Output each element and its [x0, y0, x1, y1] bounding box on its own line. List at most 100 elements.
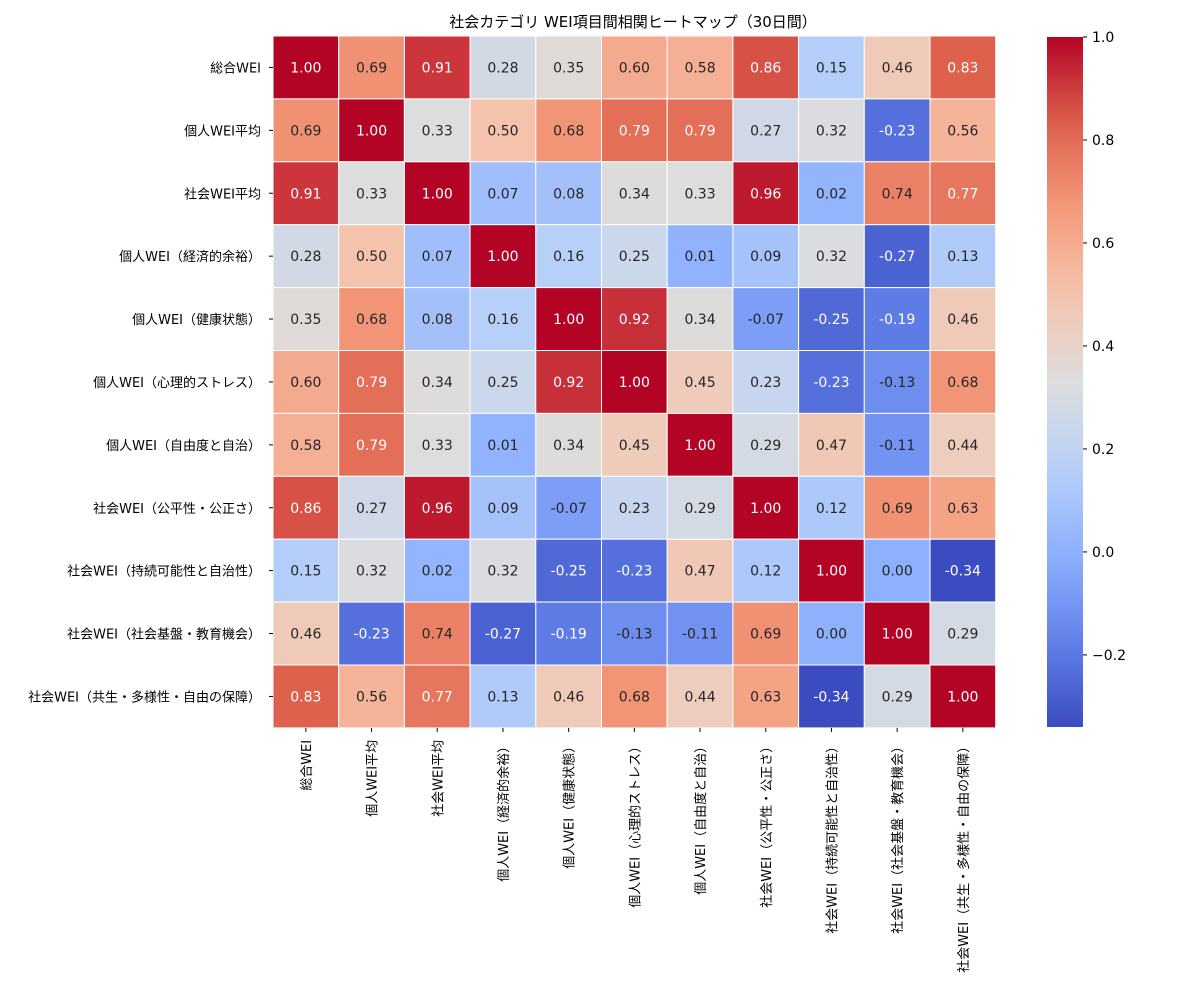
heatmap-cell: [863, 224, 931, 289]
heatmap-cell: [403, 224, 471, 289]
heatmap-cell: [403, 98, 471, 163]
heatmap-value-label: 0.32: [487, 564, 518, 580]
heatmap-value-label: 0.13: [487, 689, 518, 705]
heatmap-cell: [929, 664, 997, 729]
heatmap-value-label: 0.01: [487, 438, 518, 454]
heatmap-cell: [338, 35, 405, 100]
heatmap-cell: [929, 161, 997, 226]
colorbar-tick-label: 0.0: [1092, 545, 1114, 561]
heatmap-value-label: -0.07: [551, 501, 587, 517]
heatmap-value-label: -0.34: [813, 689, 849, 705]
y-tick-label: 社会WEI（社会基盤・教育機会）: [67, 627, 261, 643]
x-tick-label: 社会WEI（社会基盤・教育機会）: [890, 740, 906, 934]
heatmap-cell: [666, 287, 734, 352]
y-tick-label: 社会WEI（公平性・公正さ）: [93, 501, 261, 517]
heatmap-cell: [403, 412, 471, 477]
heatmap-cell: [535, 224, 602, 289]
heatmap-value-label: 0.68: [619, 689, 650, 705]
heatmap-cell: [403, 601, 471, 666]
heatmap-value-label: 0.68: [356, 312, 387, 328]
heatmap-cell: [272, 287, 340, 352]
heatmap-cell: [798, 224, 865, 289]
heatmap-cell: [798, 601, 865, 666]
heatmap-value-label: 0.13: [947, 249, 978, 265]
heatmap-cell: [601, 98, 668, 163]
heatmap-cell: [469, 224, 537, 289]
heatmap-value-label: 0.86: [750, 60, 781, 76]
heatmap-value-label: 0.91: [290, 186, 321, 202]
heatmap-value-label: 0.09: [487, 501, 518, 517]
heatmap-value-label: 0.46: [882, 60, 913, 76]
heatmap-cell: [403, 35, 471, 100]
heatmap-value-label: 0.28: [487, 60, 518, 76]
heatmap-cell: [601, 538, 668, 603]
heatmap-value-label: 0.33: [422, 123, 453, 139]
heatmap-value-label: 0.56: [947, 123, 978, 139]
heatmap-value-label: -0.23: [813, 375, 849, 391]
heatmap-cell: [601, 161, 668, 226]
heatmap-value-label: 0.44: [947, 438, 978, 454]
heatmap-value-label: 0.69: [290, 123, 321, 139]
heatmap-value-label: 0.63: [750, 689, 781, 705]
heatmap-value-label: 0.77: [422, 689, 453, 705]
colorbar-ticks: 1.0 0.8 0.6 0.4 0.2 0.0 −0.2: [1083, 30, 1126, 664]
heatmap-value-label: 0.46: [947, 312, 978, 328]
heatmap-value-label: 0.47: [816, 438, 847, 454]
heatmap-value-label: 0.83: [947, 60, 978, 76]
heatmap-cell: [732, 601, 800, 666]
heatmap-value-label: 0.79: [619, 123, 650, 139]
heatmap-cells: [272, 35, 997, 729]
heatmap-value-label: 0.50: [487, 123, 518, 139]
heatmap-value-label: 0.45: [684, 375, 715, 391]
y-tick-label: 社会WEI平均: [184, 186, 261, 202]
heatmap-value-label: -0.11: [879, 438, 915, 454]
heatmap-cell: [272, 475, 340, 540]
x-tick-label: 個人WEI（健康状態）: [562, 740, 578, 869]
heatmap-cell: [601, 350, 668, 414]
x-tick-label: 総合WEI: [300, 740, 315, 791]
heatmap-value-label: -0.13: [879, 375, 915, 391]
heatmap-value-label: 1.00: [947, 689, 978, 705]
heatmap-cell: [732, 475, 800, 540]
heatmap-value-label: 0.08: [553, 186, 584, 202]
heatmap-cell: [469, 475, 537, 540]
heatmap-cell: [338, 287, 405, 352]
heatmap-cell: [732, 98, 800, 163]
heatmap-value-label: 0.56: [356, 689, 387, 705]
heatmap-cell: [666, 98, 734, 163]
heatmap-cell: [732, 538, 800, 603]
heatmap-value-label: 1.00: [290, 60, 321, 76]
heatmap-cell: [929, 538, 997, 603]
heatmap-value-label: 0.07: [422, 249, 453, 265]
heatmap-cell: [403, 287, 471, 352]
heatmap-cell: [929, 35, 997, 100]
colorbar-tick-label: 0.6: [1092, 236, 1114, 252]
heatmap-cell: [863, 475, 931, 540]
heatmap-cell: [469, 350, 537, 414]
heatmap-value-label: 0.12: [750, 564, 781, 580]
heatmap-value-label: 0.29: [684, 501, 715, 517]
heatmap-value-label: -0.19: [879, 312, 915, 328]
heatmap-value-label: 0.79: [356, 375, 387, 391]
heatmap-value-label: 0.92: [619, 312, 650, 328]
heatmap-value-label: 0.44: [684, 689, 715, 705]
y-tick-label: 個人WEI（心理的ストレス）: [93, 375, 261, 391]
heatmap-value-label: 0.34: [422, 375, 453, 391]
heatmap-value-label: 0.91: [422, 60, 453, 76]
heatmap-cell: [272, 161, 340, 226]
heatmap-value-label: 0.68: [553, 123, 584, 139]
heatmap-cell: [601, 475, 668, 540]
heatmap-cell: [732, 412, 800, 477]
y-tick-label: 総合WEI: [210, 61, 261, 76]
x-tick-label: 個人WEI平均: [366, 740, 381, 817]
heatmap-value-label: 0.50: [356, 249, 387, 265]
heatmap-cell: [863, 35, 931, 100]
heatmap-cell: [798, 287, 865, 352]
heatmap-cell: [535, 98, 602, 163]
heatmap-value-label: 0.02: [422, 564, 453, 580]
heatmap-cell: [798, 664, 865, 729]
heatmap-cell: [666, 538, 734, 603]
heatmap-value-label: 0.63: [947, 501, 978, 517]
colorbar-tick-label: 0.2: [1092, 442, 1114, 458]
heatmap-value-label: 0.74: [422, 627, 453, 643]
